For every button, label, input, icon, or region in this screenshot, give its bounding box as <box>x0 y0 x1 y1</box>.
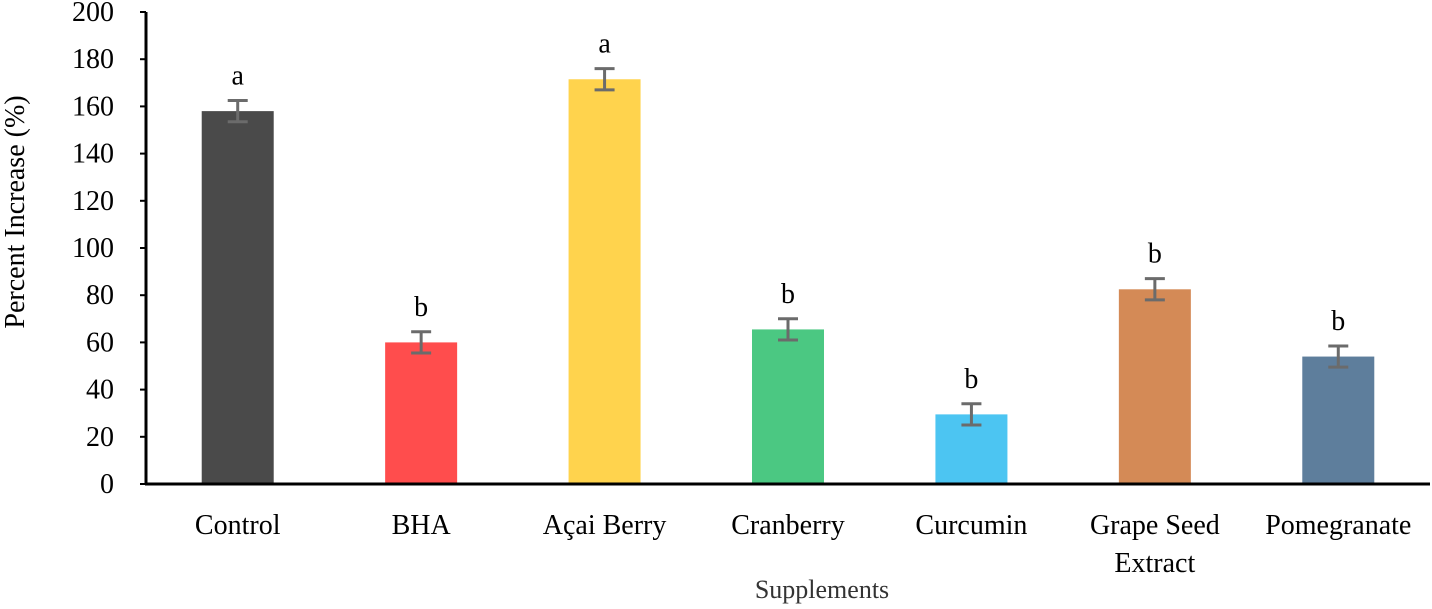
x-tick-label: Curcumin <box>915 510 1027 541</box>
significance-label: a <box>598 29 611 60</box>
y-tick-label: 20 <box>86 422 114 453</box>
y-tick-label: 180 <box>72 44 114 75</box>
y-tick-label: 120 <box>72 186 114 217</box>
x-tick-label: BHA <box>392 510 452 541</box>
x-axis-title: Supplements <box>755 575 889 604</box>
y-tick-label: 60 <box>86 327 114 358</box>
y-tick-label: 100 <box>72 233 114 264</box>
significance-label: b <box>781 279 795 310</box>
significance-label: b <box>964 364 978 395</box>
significance-label: b <box>414 292 428 323</box>
x-tick-label: Grape Seed <box>1090 510 1220 541</box>
bar <box>568 79 641 484</box>
significance-label: a <box>231 61 244 92</box>
x-tick-label: Extract <box>1114 548 1195 579</box>
y-tick-label: 0 <box>100 469 114 500</box>
bar <box>1118 289 1191 484</box>
x-tick-label: Açai Berry <box>543 510 667 541</box>
category-labels-group: Control BHA Açai Berry Cranberry Curcumin Gra… <box>195 510 1411 579</box>
y-tick-label: 40 <box>86 375 114 406</box>
significance-labels-group: a b a b b b b <box>231 29 1345 395</box>
significance-label: b <box>1148 239 1162 270</box>
bar <box>385 342 458 484</box>
error-bars-group <box>227 67 1349 427</box>
y-axis-title: Percent Increase (%) <box>0 95 31 328</box>
bars-group <box>201 79 1375 485</box>
y-tick-label: 80 <box>86 280 114 311</box>
bar <box>752 329 824 484</box>
x-tick-label: Pomegranate <box>1265 510 1411 541</box>
y-tick-label: 160 <box>72 91 114 122</box>
bar <box>1302 356 1375 484</box>
bar <box>201 111 274 485</box>
x-tick-label: Cranberry <box>731 510 845 541</box>
x-tick-label: Control <box>195 510 281 541</box>
y-tick-label: 140 <box>72 139 114 170</box>
y-tick-label: 200 <box>72 0 114 28</box>
significance-label: b <box>1331 306 1345 337</box>
y-axis-ticks: 0 20 40 60 80 100 120 140 160 180 200 <box>72 0 146 500</box>
